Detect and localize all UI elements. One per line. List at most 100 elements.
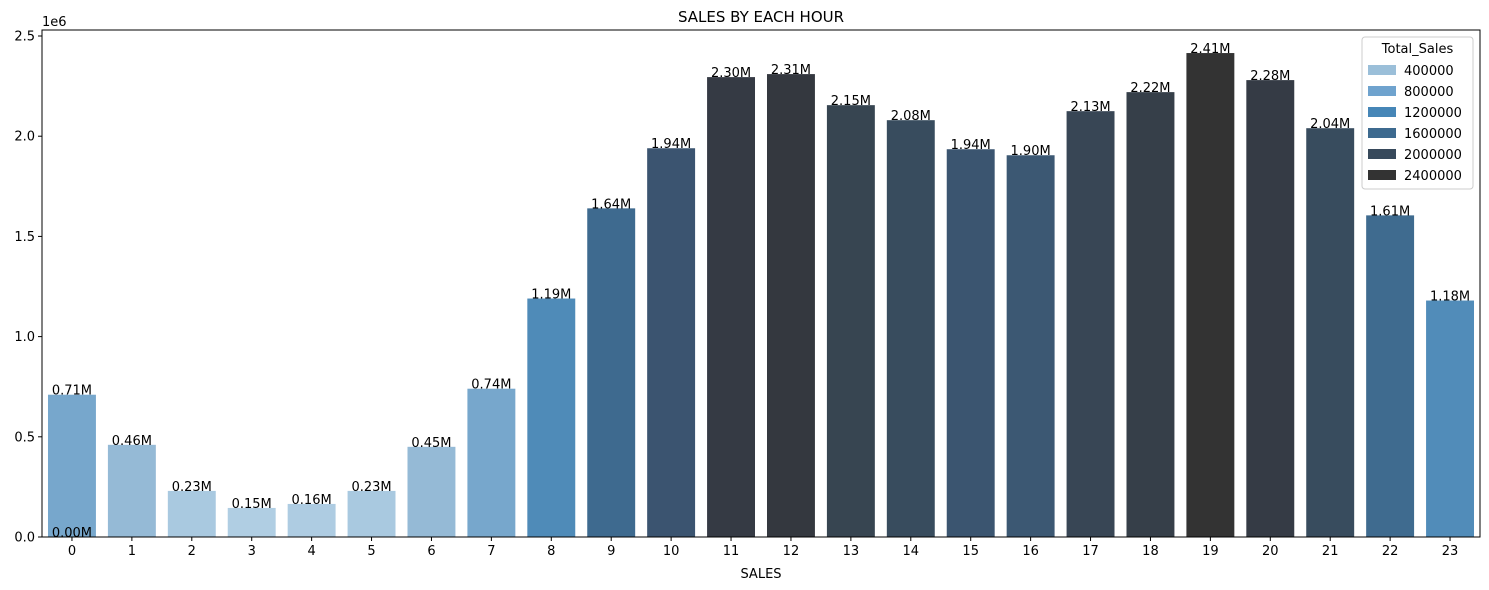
bar-hour-15 xyxy=(946,149,995,538)
data-label: 0.23M xyxy=(172,480,212,495)
plot-frame xyxy=(41,29,1481,538)
x-tick-label: 20 xyxy=(1262,544,1279,559)
bar-hour-1 xyxy=(107,444,156,537)
x-tick-label: 21 xyxy=(1322,544,1339,559)
x-tick-label: 10 xyxy=(663,544,680,559)
bar-hour-7 xyxy=(467,388,516,537)
x-tick-label: 19 xyxy=(1202,544,1219,559)
data-label: 2.08M xyxy=(891,109,931,124)
data-label: 2.31M xyxy=(771,63,811,78)
bar-hour-9 xyxy=(587,208,636,537)
legend: Total_Sales 400000 800000 1200000 1600000 200… xyxy=(1361,36,1474,190)
x-tick-label: 0 xyxy=(68,544,76,559)
data-label: 2.22M xyxy=(1130,81,1170,96)
legend-entry-label: 2400000 xyxy=(1404,169,1462,184)
data-label: 1.94M xyxy=(951,138,991,153)
data-label: 2.15M xyxy=(831,94,871,109)
x-tick-label: 23 xyxy=(1442,544,1459,559)
y-tick-label: 1.0 xyxy=(14,330,35,345)
bar-hour-0 xyxy=(47,394,96,537)
data-label: 0.23M xyxy=(351,480,391,495)
legend-swatch xyxy=(1368,149,1396,159)
x-tick-label: 22 xyxy=(1382,544,1399,559)
bar-hour-23 xyxy=(1426,300,1475,537)
bar-hour-12 xyxy=(766,74,815,537)
legend-entry-label: 800000 xyxy=(1404,85,1454,100)
bar-hour-18 xyxy=(1126,92,1175,537)
data-label: 0.74M xyxy=(471,378,511,393)
legend-swatch xyxy=(1368,170,1396,180)
legend-swatch xyxy=(1368,128,1396,138)
legend-entry-label: 1200000 xyxy=(1404,106,1462,121)
y-tick-label: 0.5 xyxy=(14,430,35,445)
data-label: 1.19M xyxy=(531,288,571,303)
data-label: 1.90M xyxy=(1011,144,1051,159)
x-tick-label: 8 xyxy=(547,544,555,559)
x-tick-label: 4 xyxy=(307,544,315,559)
y-tick-label: 2.5 xyxy=(14,30,35,45)
data-label: 2.41M xyxy=(1190,42,1230,57)
bar-hour-5 xyxy=(347,490,396,537)
data-label: 1.64M xyxy=(591,197,631,212)
y-tick-label: 1.5 xyxy=(14,230,35,245)
data-label: 0.71M xyxy=(52,384,92,399)
x-tick-label: 13 xyxy=(843,544,860,559)
x-tick-label: 5 xyxy=(367,544,375,559)
legend-swatch xyxy=(1368,107,1396,117)
bar-hour-16 xyxy=(1006,155,1055,537)
bar-hour-13 xyxy=(826,105,875,537)
bar-hour-19 xyxy=(1186,53,1235,537)
bar-hour-17 xyxy=(1066,111,1115,537)
data-label: 2.28M xyxy=(1250,69,1290,84)
data-label: 2.13M xyxy=(1070,100,1110,115)
x-tick-label: 2 xyxy=(188,544,196,559)
legend-entry-label: 1600000 xyxy=(1404,127,1462,142)
bar-hour-6 xyxy=(407,446,456,537)
data-label: 0.45M xyxy=(411,436,451,451)
bar-hour-8 xyxy=(527,298,576,537)
legend-swatch xyxy=(1368,86,1396,96)
bar-hour-21 xyxy=(1306,128,1355,538)
bar-hour-22 xyxy=(1366,215,1415,538)
x-tick-label: 1 xyxy=(128,544,136,559)
data-label: 1.94M xyxy=(651,137,691,152)
x-tick-label: 17 xyxy=(1082,544,1099,559)
y-tick-label: 0.0 xyxy=(14,531,35,546)
x-tick-label: 16 xyxy=(1022,544,1039,559)
legend-title: Total_Sales xyxy=(1381,42,1454,57)
bars-group xyxy=(47,53,1475,538)
bar-hour-2 xyxy=(167,490,216,537)
y-tick-label: 2.0 xyxy=(14,130,35,145)
bar-labels-group: 0.71M 0.46M 0.23M 0.15M 0.16M 0.23M 0.45M 0.74M… xyxy=(52,42,1470,541)
bar-hour-20 xyxy=(1246,80,1295,537)
data-label: 0.46M xyxy=(112,434,152,449)
bar-hour-3 xyxy=(227,507,276,537)
data-label: 0.16M xyxy=(292,493,332,508)
bar-hour-10 xyxy=(647,148,696,537)
x-tick-label: 18 xyxy=(1142,544,1159,559)
legend-entry-label: 2000000 xyxy=(1404,148,1462,163)
bar-hour-11 xyxy=(707,77,756,537)
y-axis: 0.0 0.5 1.0 1.5 2.0 2.5 xyxy=(14,30,42,546)
data-label: 0.15M xyxy=(232,497,272,512)
x-axis-label: SALES xyxy=(740,567,781,582)
x-axis: 0 1 2 3 4 5 6 7 8 9 10 11 12 13 14 15 16 17 18 19 20 21 22 23 xyxy=(68,537,1458,559)
bar-hour-14 xyxy=(886,120,935,538)
data-label: 1.18M xyxy=(1430,290,1470,305)
chart-title: SALES BY EACH HOUR xyxy=(678,8,844,26)
x-tick-label: 11 xyxy=(723,544,740,559)
y-scale-label: 1e6 xyxy=(42,15,67,30)
x-tick-label: 9 xyxy=(607,544,615,559)
x-tick-label: 3 xyxy=(248,544,256,559)
x-tick-label: 6 xyxy=(427,544,435,559)
x-tick-label: 14 xyxy=(903,544,920,559)
bar-hour-4 xyxy=(287,503,336,537)
legend-entry-label: 400000 xyxy=(1404,64,1454,79)
x-tick-label: 12 xyxy=(783,544,800,559)
data-label: 2.30M xyxy=(711,66,751,81)
legend-swatch xyxy=(1368,65,1396,75)
data-label: 1.61M xyxy=(1370,204,1410,219)
x-tick-label: 7 xyxy=(487,544,495,559)
data-label: 2.04M xyxy=(1310,117,1350,132)
